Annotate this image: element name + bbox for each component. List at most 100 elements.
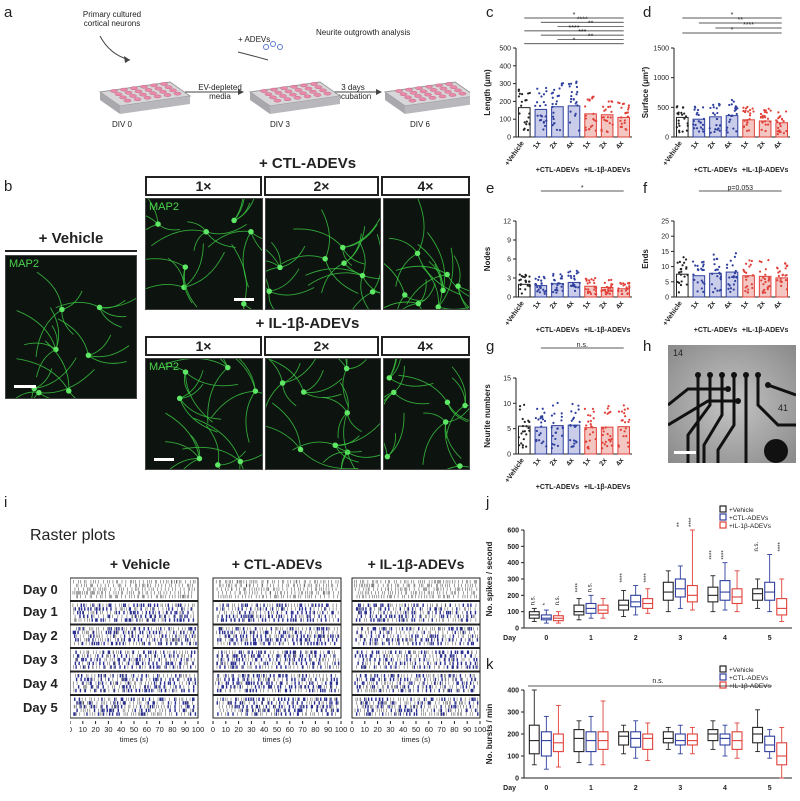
- data-point: [746, 105, 749, 109]
- data-point: [541, 418, 545, 421]
- data-point: [718, 129, 721, 132]
- data-point: [686, 273, 689, 277]
- mea-image: 14 41: [668, 345, 796, 463]
- data-point: [676, 105, 679, 108]
- data-point: [524, 279, 527, 282]
- data-point: [604, 440, 607, 443]
- data-point: [603, 411, 607, 414]
- data-point: [697, 113, 700, 117]
- well: [264, 92, 273, 96]
- data-point: [623, 412, 626, 415]
- data-point: [735, 275, 738, 279]
- neuron-soma: [339, 244, 346, 251]
- neurite: [358, 241, 366, 276]
- data-point: [682, 256, 685, 259]
- x-tick-label: 4x: [565, 457, 575, 467]
- chart-surface: 0 500 1000 1500 Surface (μm²) +Vehicle 1x 2x 4x 1…: [641, 12, 790, 174]
- data-point: [623, 121, 626, 124]
- group-label-il: +IL-1β-ADEVs: [584, 327, 631, 334]
- data-point: [573, 442, 576, 445]
- data-point: [527, 92, 530, 95]
- well: [129, 94, 137, 98]
- bar: [534, 108, 548, 138]
- well: [110, 89, 118, 93]
- neurite: [322, 396, 348, 414]
- data-point: [626, 282, 630, 285]
- y-tick-label: 15: [661, 249, 669, 256]
- data-point: [697, 120, 700, 123]
- neurite: [422, 421, 446, 465]
- data-point: [750, 259, 753, 263]
- neurite: [372, 234, 380, 293]
- data-point: [554, 437, 557, 441]
- well: [429, 88, 438, 92]
- neurite: [207, 367, 229, 424]
- well: [444, 90, 452, 94]
- data-point: [729, 290, 732, 293]
- group-label-ctl: +CTL-ADEVs: [536, 167, 579, 174]
- neuron-soma: [386, 375, 393, 381]
- data-point: [606, 432, 609, 436]
- neuron-soma: [248, 228, 254, 235]
- data-point: [603, 443, 606, 446]
- data-point: [677, 122, 680, 125]
- well: [293, 96, 302, 100]
- data-point: [710, 283, 714, 286]
- x-tick-label: 70: [155, 725, 163, 734]
- data-point: [696, 264, 699, 267]
- data-point: [568, 85, 571, 88]
- data-point: [715, 117, 719, 121]
- well: [419, 89, 428, 94]
- data-point: [551, 124, 554, 127]
- data-point: [537, 278, 540, 281]
- data-point: [785, 264, 788, 268]
- data-point: [520, 100, 523, 103]
- data-point: [560, 415, 563, 418]
- data-point: [611, 123, 614, 126]
- neuron-soma: [444, 399, 451, 406]
- data-point: [713, 130, 716, 133]
- x-tick-label: 80: [168, 725, 176, 734]
- neurite: [292, 441, 336, 451]
- y-tick-label: 10: [661, 264, 669, 271]
- data-point: [748, 108, 752, 112]
- neurite: [266, 425, 301, 450]
- raster-title: Raster plots: [30, 527, 116, 544]
- data-point: [609, 285, 613, 288]
- neurite: [445, 405, 466, 439]
- data-point: [620, 106, 623, 109]
- neurite: [239, 461, 244, 469]
- data-point: [732, 127, 735, 130]
- well: [273, 98, 282, 103]
- data-point: [719, 275, 723, 278]
- data-point: [571, 402, 574, 406]
- data-point: [601, 441, 604, 444]
- data-point: [593, 288, 596, 291]
- x-tick-label: 4x: [565, 300, 575, 310]
- data-point: [744, 275, 747, 279]
- data-point: [551, 115, 555, 118]
- data-point: [600, 128, 603, 131]
- data-point: [758, 270, 762, 273]
- data-point: [557, 282, 560, 285]
- data-point: [569, 274, 572, 278]
- data-point: [517, 95, 521, 98]
- well: [260, 89, 268, 93]
- data-point: [518, 273, 521, 276]
- data-point: [576, 90, 579, 94]
- data-point: [591, 95, 594, 99]
- data-point: [567, 274, 570, 277]
- data-point: [586, 98, 589, 101]
- data-point: [604, 108, 607, 111]
- ctl-dose-header: 1× 2× 4×: [145, 176, 470, 196]
- data-point: [588, 433, 592, 436]
- raster-day-label: Day 4: [23, 676, 58, 691]
- data-point: [617, 289, 620, 292]
- data-point: [536, 285, 539, 289]
- neuron-soma: [36, 389, 42, 396]
- neurite: [151, 229, 207, 247]
- neurite: [393, 365, 405, 393]
- data-point: [556, 427, 559, 430]
- data-point: [784, 278, 788, 282]
- panel-letter-i: i: [4, 494, 8, 511]
